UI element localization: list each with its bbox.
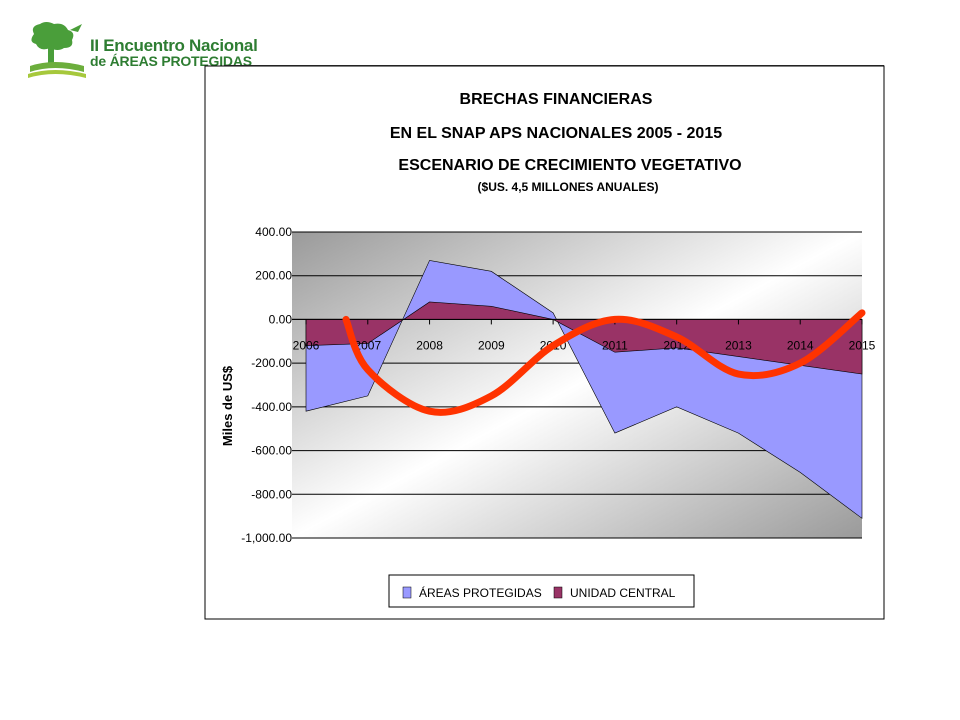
logo-subtitle: de ÁREAS PROTEGIDAS — [90, 53, 252, 69]
y-tick-label: -1,000.00 — [241, 531, 292, 545]
legend-swatch-unidad-central — [553, 586, 563, 599]
legend-swatch-areas-protegidas — [402, 586, 412, 599]
chart-subtitle-3: ($US. 4,5 MILLONES ANUALES) — [478, 180, 659, 194]
logo — [24, 20, 224, 82]
trend-overlay — [342, 309, 866, 416]
x-tick-label: 2007 — [354, 338, 381, 352]
y-tick-label: -600.00 — [251, 444, 292, 458]
tree-logo-icon — [24, 20, 94, 82]
x-tick-label: 2011 — [602, 338, 628, 352]
legend-box — [388, 574, 695, 608]
trend-curve — [342, 309, 866, 416]
x-tick-label: 2014 — [787, 338, 814, 352]
series-area-unidad-central — [305, 301, 863, 375]
chart-title: BRECHAS FINANCIERAS — [460, 91, 653, 108]
x-tick-label: 2006 — [293, 338, 320, 352]
y-tick-label: -400.00 — [251, 400, 292, 414]
chart-subtitle-1: EN EL SNAP APS NACIONALES 2005 - 2015 — [390, 125, 722, 142]
x-tick-label: 2008 — [416, 338, 443, 352]
x-tick-label: 2013 — [725, 338, 752, 352]
y-tick-label: 200.00 — [255, 269, 292, 283]
chart-subtitle-2: ESCENARIO DE CRECIMIENTO VEGETATIVO — [398, 157, 741, 174]
y-tick-label: -200.00 — [251, 356, 292, 370]
legend: ÁREAS PROTEGIDAS UNIDAD CENTRAL — [388, 574, 695, 608]
y-tick-label: -800.00 — [251, 487, 292, 501]
x-tick-label: 2009 — [478, 338, 505, 352]
logo-title: II Encuentro Nacional — [90, 36, 258, 55]
y-tick-label: 400.00 — [255, 225, 292, 239]
area-series — [292, 260, 863, 519]
y-axis-label: Miles de US$ — [220, 365, 235, 446]
y-axis-ticks: 400.00 200.00 0.00 -200.00 -400.00 -600.00 -80… — [241, 225, 292, 545]
legend-label-areas-protegidas: ÁREAS PROTEGIDAS — [419, 585, 542, 600]
x-tick-label: 2015 — [849, 338, 876, 352]
legend-label-unidad-central: UNIDAD CENTRAL — [570, 586, 676, 600]
y-tick-label: 0.00 — [269, 312, 293, 326]
